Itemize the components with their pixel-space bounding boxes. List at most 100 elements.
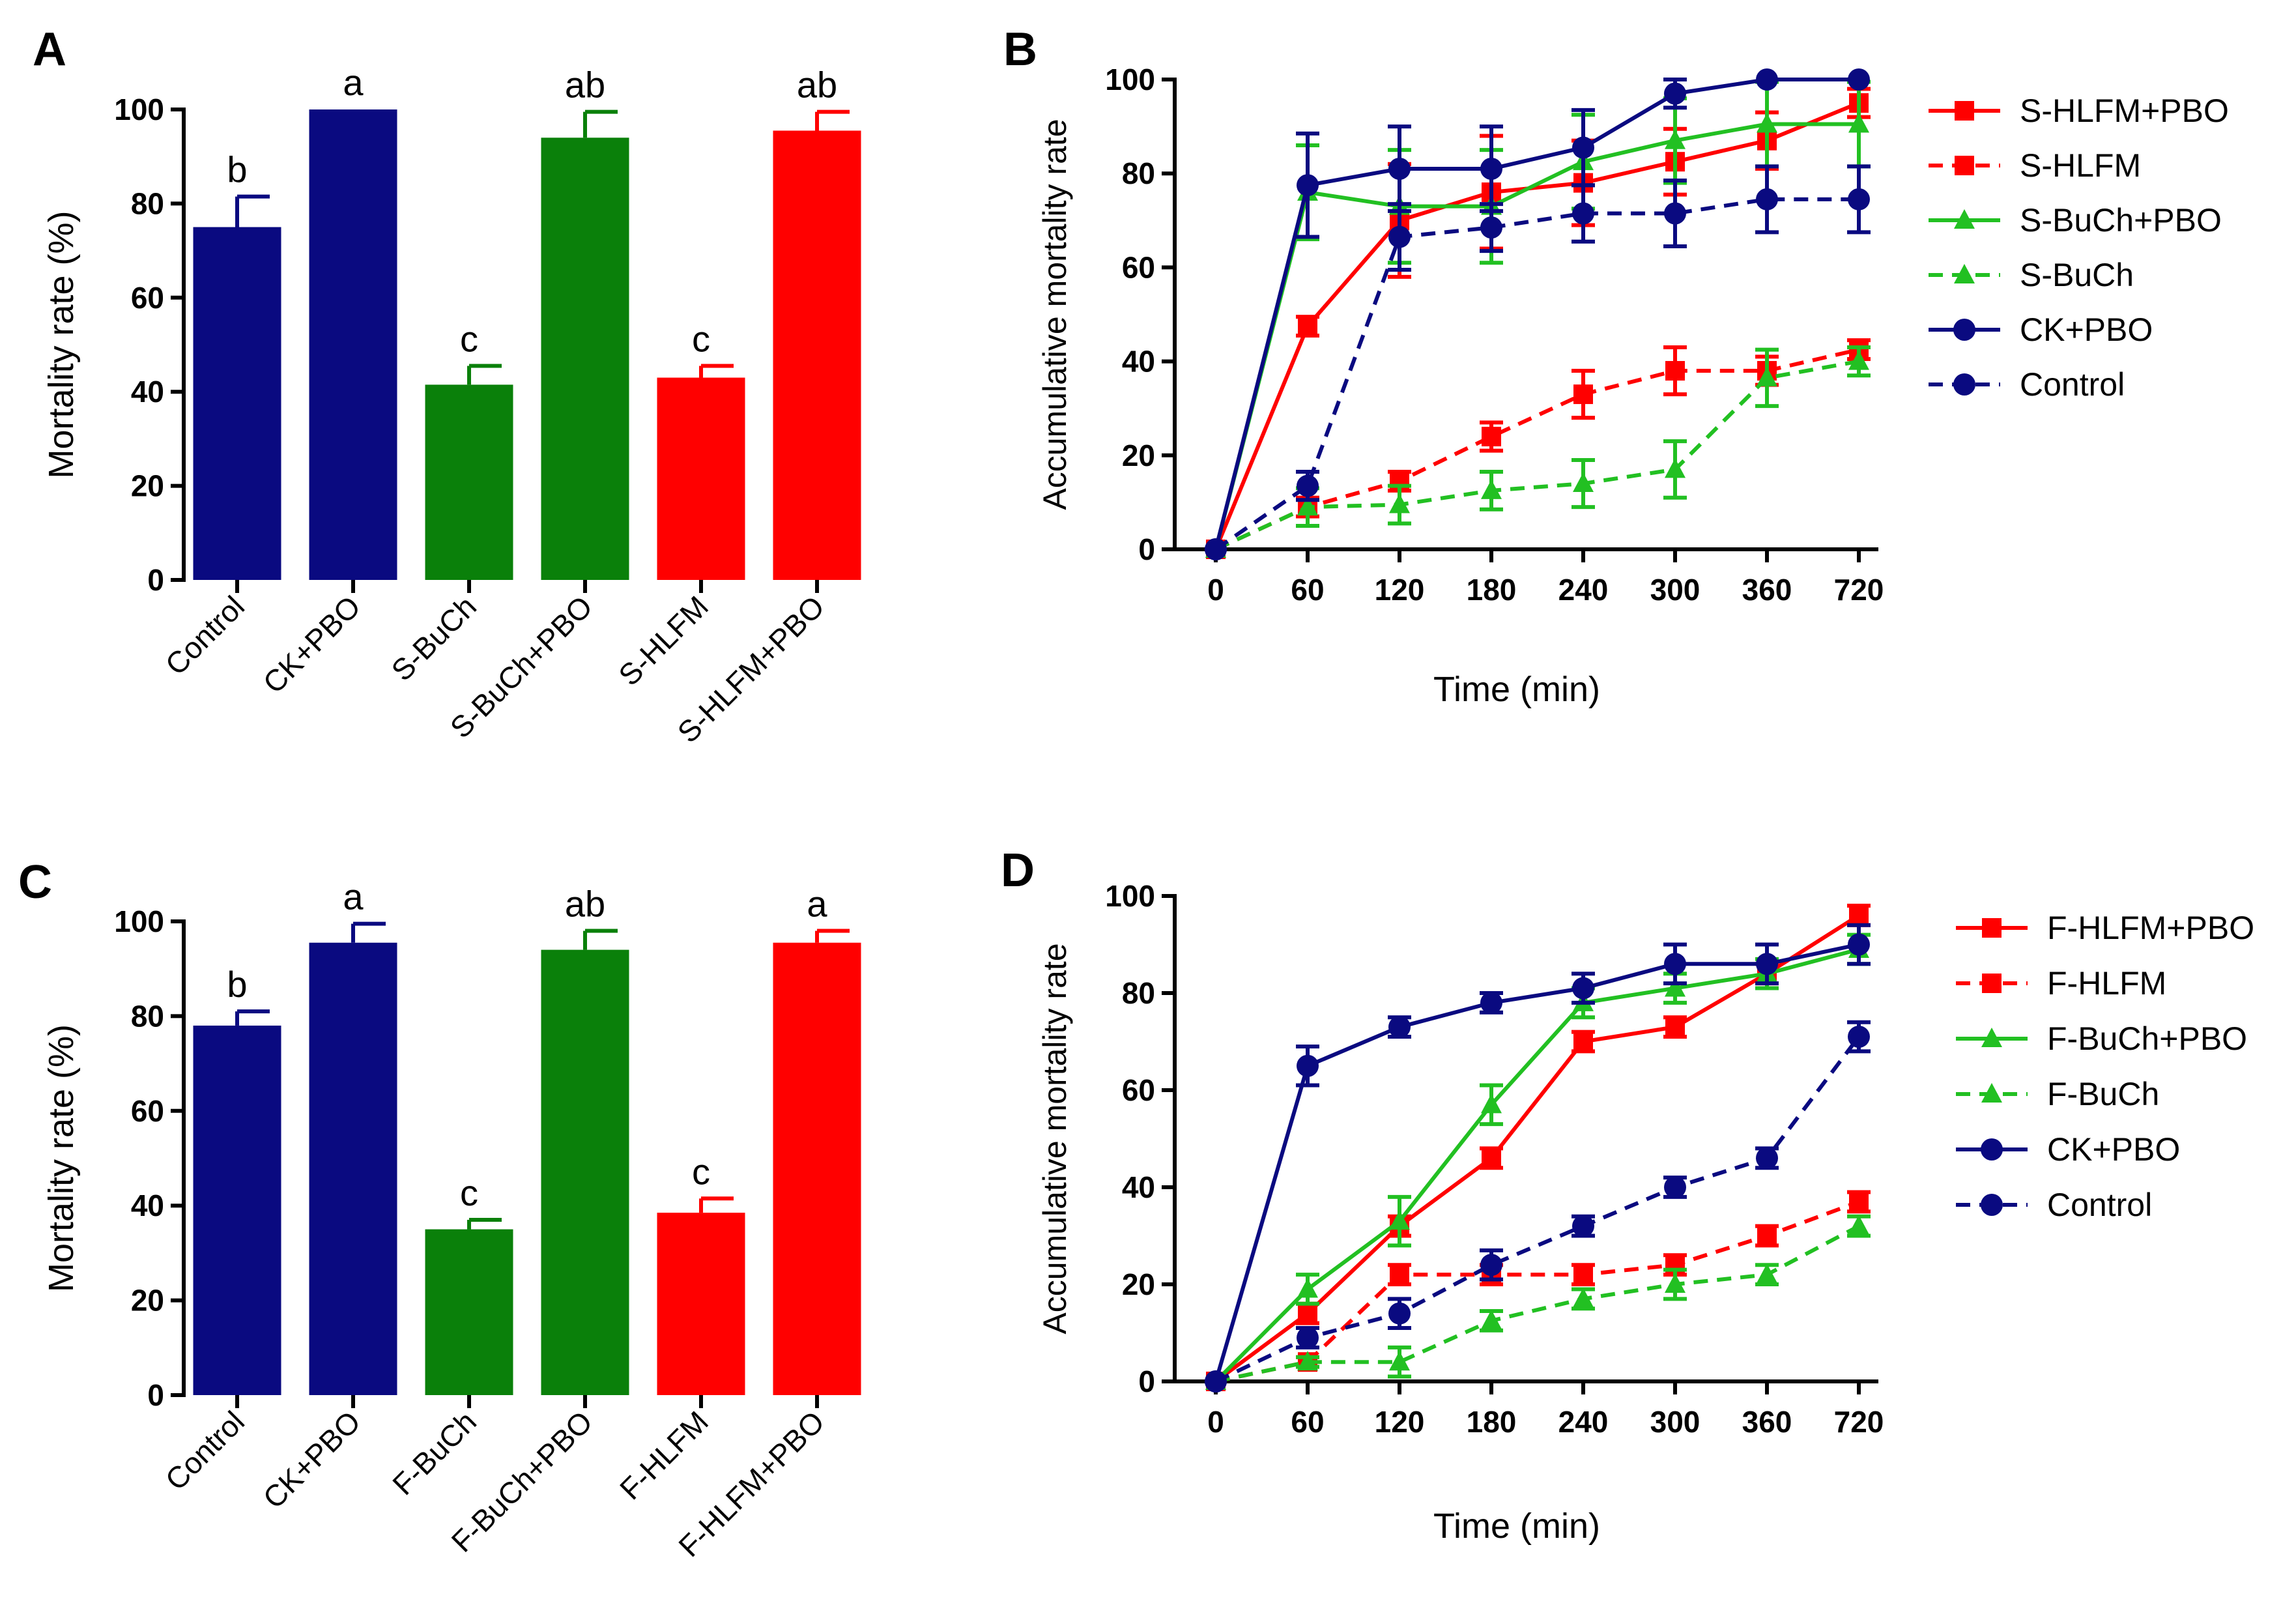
y-tick-label: 60 [131, 1094, 164, 1128]
triangle-marker [1757, 1263, 1777, 1284]
circle-marker [1388, 225, 1411, 248]
triangle-marker [1481, 1309, 1502, 1329]
circle-marker [1480, 216, 1502, 239]
legend-label: CK+PBO [2020, 311, 2153, 348]
series-line [1214, 101, 1860, 551]
y-tick-label: 0 [1138, 1364, 1155, 1398]
legend-label: CK+PBO [2047, 1131, 2180, 1168]
x-tick-label: 300 [1650, 573, 1700, 607]
bar [773, 130, 861, 581]
y-tick-label: 40 [1122, 1170, 1155, 1204]
square-marker [1955, 101, 1974, 121]
circle-marker [1297, 1054, 1319, 1077]
y-tick-label: 80 [131, 999, 164, 1033]
circle-marker [1297, 474, 1319, 497]
panel-letter-c: C [18, 856, 52, 908]
series-line [1215, 1200, 1860, 1383]
y-tick-label: 0 [1138, 532, 1155, 566]
circle-marker [1756, 188, 1778, 210]
circle-marker [1480, 157, 1502, 180]
y-axis-title: Accumulative mortality rate [1037, 119, 1073, 510]
x-tick-label: S-HLFM [612, 589, 715, 692]
triangle-marker [1954, 264, 1975, 283]
y-tick-label: 20 [1122, 439, 1155, 472]
bar [541, 949, 629, 1395]
panel-c-bar-chart: 0 20 40 60 80 100 Mortality rate (%) b Control a C… [42, 876, 861, 1563]
legend-label: Control [2047, 1187, 2152, 1223]
circle-marker [1572, 1215, 1594, 1237]
y-tick-label: 100 [114, 904, 164, 938]
square-marker [1573, 1032, 1593, 1052]
y-tick-label: 0 [147, 1378, 164, 1412]
triangle-marker [1389, 1351, 1410, 1371]
square-marker [1298, 1303, 1317, 1323]
square-marker [1390, 1265, 1409, 1285]
series-line [1214, 78, 1859, 550]
x-tick-label: 720 [1834, 1405, 1884, 1439]
circle-marker [1480, 991, 1502, 1014]
triangle-marker [1297, 496, 1318, 516]
x-tick-label: 180 [1467, 1405, 1517, 1439]
circle-marker [1297, 174, 1319, 197]
y-axis-title: Mortality rate (%) [42, 210, 81, 478]
bar [425, 1229, 513, 1395]
series-line [1214, 347, 1859, 551]
circle-marker [1664, 1176, 1686, 1198]
panel-letter-b: B [1003, 23, 1037, 76]
legend-label: F-HLFM+PBO [2047, 910, 2254, 946]
significance-letter: ab [565, 884, 605, 925]
y-tick-label: 40 [131, 375, 164, 409]
series-line [1214, 359, 1859, 551]
panel-letter-a: A [33, 23, 66, 76]
significance-letter: a [343, 876, 364, 917]
bar [773, 942, 861, 1395]
circle-marker [1480, 1254, 1502, 1277]
x-tick-label: 300 [1650, 1405, 1700, 1439]
y-tick-label: 100 [1105, 879, 1155, 913]
triangle-marker [1665, 1273, 1686, 1293]
series-line [1214, 197, 1859, 551]
circle-marker [1205, 538, 1227, 560]
y-tick-label: 80 [131, 186, 164, 220]
series-line [1214, 122, 1859, 550]
y-tick-label: 20 [1122, 1267, 1155, 1301]
bar [657, 377, 745, 580]
y-axis-title: Accumulative mortality rate [1037, 943, 1073, 1334]
y-tick-label: 100 [114, 93, 164, 126]
legend-label: S-BuCh+PBO [2020, 202, 2222, 238]
square-marker [1482, 426, 1501, 446]
circle-marker [1572, 977, 1594, 1000]
square-marker [1982, 918, 2002, 938]
circle-marker [1756, 953, 1778, 975]
square-marker [1573, 384, 1593, 405]
triangle-marker [1573, 1288, 1594, 1308]
significance-letter: c [460, 318, 478, 359]
significance-letter: c [692, 1151, 710, 1192]
significance-letter: b [227, 964, 247, 1005]
circle-marker [1205, 1370, 1227, 1392]
panel-letter-d: D [1001, 844, 1035, 897]
significance-letter: ab [565, 65, 605, 106]
circle-marker [1848, 1026, 1870, 1048]
triangle-marker [1954, 209, 1975, 229]
triangle-marker [1757, 366, 1777, 386]
x-tick-label: 60 [1291, 1405, 1324, 1439]
y-tick-label: 20 [131, 469, 164, 503]
circle-marker [1848, 188, 1870, 210]
circle-marker [1981, 1194, 2003, 1216]
circle-marker [1981, 1138, 2003, 1161]
y-tick-label: 80 [1122, 156, 1155, 190]
panel-d-line-chart: 0 20 40 60 80 100 0 60 120 180 240 300 360 720 Accumul… [1037, 879, 2254, 1546]
square-marker [1298, 316, 1317, 336]
x-tick-label: 120 [1375, 573, 1425, 607]
triangle-marker [1481, 479, 1502, 499]
triangle-marker [1665, 129, 1686, 149]
x-tick-label: 180 [1467, 573, 1517, 607]
square-marker [1849, 905, 1869, 925]
legend-label: S-BuCh [2020, 257, 2134, 293]
legend-label: S-HLFM+PBO [2020, 93, 2229, 129]
square-marker [1757, 1226, 1777, 1246]
bar [425, 384, 513, 580]
circle-marker [1572, 202, 1594, 225]
y-tick-label: 60 [1122, 250, 1155, 284]
